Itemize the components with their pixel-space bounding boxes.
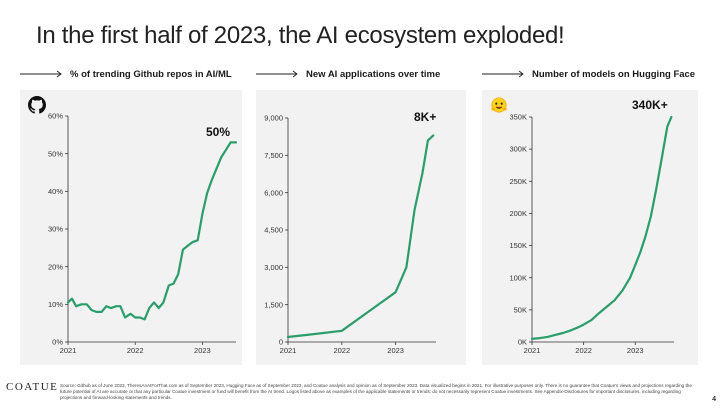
section-title-huggingface: Number of models on Hugging Face [532,68,696,80]
arrow-right-icon [482,70,524,78]
page-title: In the first half of 2023, the AI ecosys… [36,22,565,49]
x-tick-label: 2022 [333,346,350,355]
y-tick-label: 0% [52,338,63,347]
callout-huggingface: 340K+ [632,98,668,112]
chart-ai-apps: 0 1,500 3,000 4,500 6,000 7,500 9,000 2021 2022 2… [264,114,436,355]
section-header-github: % of trending Github repos in AI/ML [20,66,232,82]
chart-panel-huggingface: 0K 50K 100K 150K 200K 250K 300K 350K 2021 2022 202… [482,90,698,365]
section-title-github: % of trending Github repos in AI/ML [70,68,232,80]
y-tick-label: 0K [518,338,527,347]
section-title-apps: New AI applications over time [306,68,441,80]
page-number: 4 [712,396,716,403]
x-tick-label: 2023 [627,346,644,355]
y-tick-label: 150K [509,241,527,250]
coatue-logo: COATUE [6,381,59,393]
x-tick-label: 2023 [387,346,404,355]
x-tick-label: 2021 [524,346,541,355]
chart-github-repos: 0% 10% 20% 30% 40% 50% 60% 2021 2022 2023 [48,112,238,355]
chart-panel-apps: 0 1,500 3,000 4,500 6,000 7,500 9,000 2021 2022 2… [256,90,466,365]
y-tick-label: 50% [48,149,63,158]
chart-hf-models: 0K 50K 100K 150K 200K 250K 300K 350K 2021 2022 202… [509,113,674,355]
x-tick-label: 2023 [194,346,211,355]
x-tick-label: 2022 [127,346,144,355]
y-tick-label: 6,000 [264,188,283,197]
chart-panel-github: 0% 10% 20% 30% 40% 50% 60% 2021 2022 2023 50% [20,90,242,365]
y-tick-label: 10% [48,300,63,309]
x-tick-label: 2021 [60,346,77,355]
section-header-huggingface: Number of models on Hugging Face [482,66,695,82]
series-line [530,115,673,340]
y-tick-label: 1,500 [264,300,283,309]
series-line [286,134,435,339]
section-header-apps: New AI applications over time [256,66,440,82]
footer-source-note: Source: Github as of June 2023, TheresAn… [60,383,692,400]
x-tick-label: 2021 [280,346,297,355]
y-tick-label: 60% [48,112,63,121]
y-tick-label: 300K [509,145,527,154]
y-tick-label: 9,000 [264,114,283,123]
series-line [66,141,238,321]
y-tick-label: 30% [48,225,63,234]
y-tick-label: 0 [279,338,283,347]
y-tick-label: 250K [509,177,527,186]
y-tick-label: 20% [48,262,63,271]
y-tick-label: 100K [509,273,527,282]
y-tick-label: 4,500 [264,226,283,235]
y-tick-label: 50K [514,305,527,314]
callout-apps: 8K+ [414,110,437,124]
y-tick-label: 40% [48,187,63,196]
callout-github: 50% [206,125,231,139]
arrow-right-icon [256,70,298,78]
y-tick-label: 350K [509,113,527,122]
arrow-right-icon [20,70,62,78]
y-tick-label: 200K [509,209,527,218]
x-tick-label: 2022 [575,346,592,355]
y-tick-label: 3,000 [264,263,283,272]
y-tick-label: 7,500 [264,151,283,160]
